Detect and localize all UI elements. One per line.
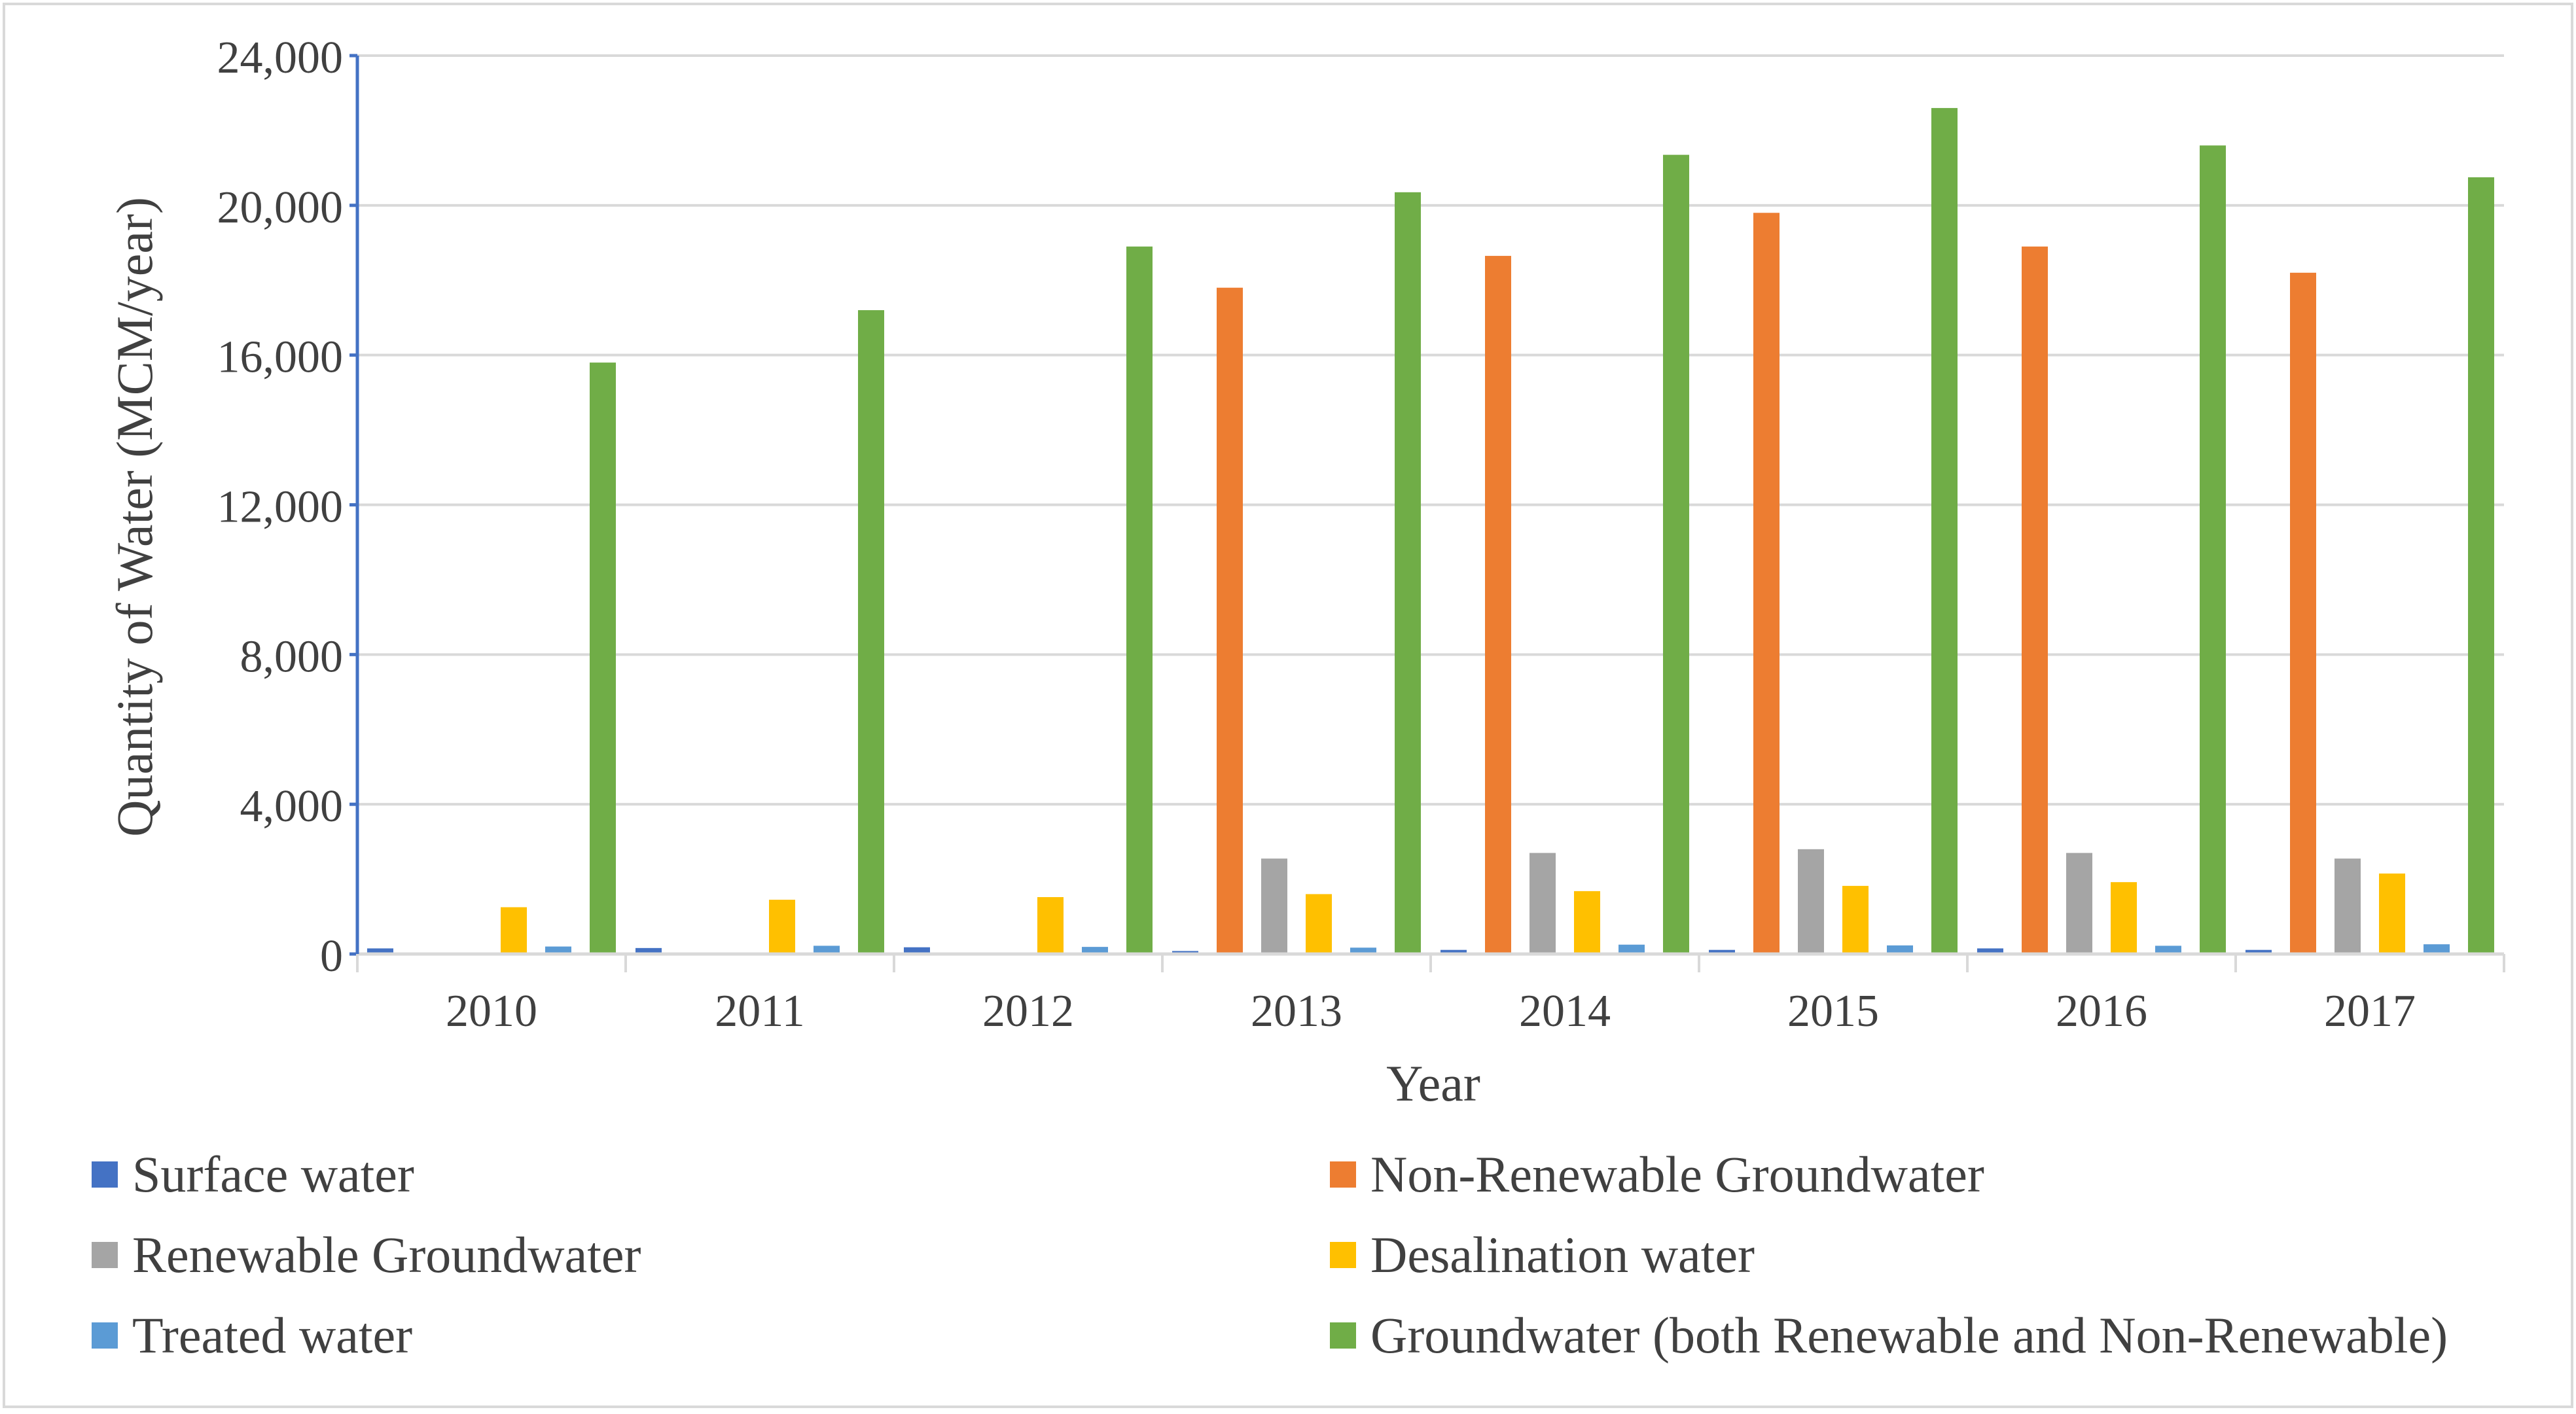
legend-swatch-non-renewable-groundwater: [1330, 1161, 1356, 1188]
bar-renewable-groundwater-2014: [1530, 853, 1556, 954]
bar-groundwater-both-renewable-and-non-renewable-2013: [1395, 192, 1421, 954]
bar-groundwater-both-renewable-and-non-renewable-2012: [1126, 246, 1153, 955]
x-tick-label: 2012: [982, 986, 1074, 1036]
bar-surface-water-2011: [635, 947, 662, 954]
bar-desalination-water-2015: [1842, 885, 1869, 954]
legend-swatch-surface-water: [92, 1161, 118, 1188]
bar-non-renewable-groundwater-2014: [1485, 256, 1511, 954]
bar-non-renewable-groundwater-2016: [2022, 246, 2048, 955]
y-axis-title: Quantity of Water (MCM/year): [106, 197, 163, 837]
bar-surface-water-2015: [1709, 949, 1735, 954]
bar-non-renewable-groundwater-2017: [2290, 272, 2316, 954]
bars: [367, 108, 2494, 955]
bar-treated-water-2010: [545, 946, 571, 954]
bar-desalination-water-2017: [2379, 874, 2405, 954]
bar-groundwater-both-renewable-and-non-renewable-2011: [858, 310, 884, 954]
legend-label-renewable-groundwater: Renewable Groundwater: [132, 1226, 641, 1283]
y-tick-label: 8,000: [240, 631, 344, 682]
axes: 0 4,000 8,000 12,000 16,000 20,000 24,000 2010 2…: [217, 33, 2505, 1036]
x-tick-label: 2011: [715, 986, 804, 1036]
bar-renewable-groundwater-2013: [1261, 858, 1287, 954]
bar-surface-water-2012: [904, 947, 930, 954]
x-axis-title: Year: [1386, 1055, 1480, 1112]
bar-desalination-water-2012: [1037, 897, 1064, 954]
bar-groundwater-both-renewable-and-non-renewable-2015: [1931, 108, 1958, 954]
bar-desalination-water-2016: [2111, 882, 2137, 954]
legend-swatch-groundwater-both-renewable-and-non-renewable: [1330, 1322, 1356, 1349]
bar-surface-water-2016: [1977, 948, 2003, 954]
bar-treated-water-2015: [1887, 945, 1913, 954]
bar-surface-water-2014: [1440, 949, 1467, 954]
y-tick-label: 20,000: [217, 183, 344, 233]
legend-label-non-renewable-groundwater: Non-Renewable Groundwater: [1370, 1146, 1984, 1203]
bar-desalination-water-2013: [1306, 894, 1332, 954]
x-tick-label: 2017: [2324, 986, 2416, 1036]
legend-label-surface-water: Surface water: [132, 1146, 414, 1203]
bar-groundwater-both-renewable-and-non-renewable-2017: [2468, 177, 2494, 954]
bar-treated-water-2016: [2155, 946, 2181, 954]
bar-desalination-water-2011: [769, 900, 795, 954]
chart-area-border: [3, 3, 2573, 1408]
bar-groundwater-both-renewable-and-non-renewable-2014: [1663, 154, 1689, 955]
bar-surface-water-2010: [367, 948, 393, 954]
legend-swatch-desalination-water: [1330, 1242, 1356, 1268]
legend-label-treated-water: Treated water: [132, 1307, 412, 1364]
y-tick-label: 12,000: [217, 482, 344, 533]
bar-renewable-groundwater-2017: [2334, 858, 2361, 954]
bar-treated-water-2013: [1350, 947, 1376, 954]
x-tick-label: 2014: [1519, 986, 1611, 1036]
bar-non-renewable-groundwater-2013: [1217, 287, 1243, 955]
bar-desalination-water-2014: [1574, 891, 1600, 954]
bar-renewable-groundwater-2015: [1798, 849, 1824, 954]
legend-label-desalination-water: Desalination water: [1370, 1226, 1755, 1283]
bar-groundwater-both-renewable-and-non-renewable-2010: [590, 362, 616, 954]
bar-treated-water-2012: [1082, 947, 1108, 954]
x-tick-label: 2016: [2056, 986, 2147, 1036]
bar-treated-water-2014: [1619, 944, 1645, 954]
bar-treated-water-2017: [2424, 944, 2450, 954]
bar-groundwater-both-renewable-and-non-renewable-2016: [2200, 145, 2226, 954]
x-tick-label: 2010: [446, 986, 537, 1036]
legend-label-groundwater-both-renewable-and-non-renewable: Groundwater (both Renewable and Non-Rene…: [1370, 1307, 2448, 1364]
legend-swatch-renewable-groundwater: [92, 1242, 118, 1268]
bar-treated-water-2011: [814, 946, 840, 954]
bar-desalination-water-2010: [501, 907, 527, 954]
y-tick-label: 4,000: [240, 781, 344, 832]
legend: Surface water Non-Renewable Groundwater Re…: [92, 1146, 2448, 1364]
legend-swatch-treated-water: [92, 1322, 118, 1349]
bar-surface-water-2017: [2245, 949, 2272, 954]
y-tick-label: 0: [320, 931, 343, 981]
gridlines: [357, 54, 2504, 806]
bar-renewable-groundwater-2016: [2066, 853, 2092, 954]
x-tick-label: 2015: [1787, 986, 1879, 1036]
bar-non-renewable-groundwater-2015: [1753, 213, 1780, 954]
y-tick-label: 16,000: [217, 332, 344, 383]
x-tick-label: 2013: [1251, 986, 1342, 1036]
y-tick-label: 24,000: [217, 33, 344, 83]
